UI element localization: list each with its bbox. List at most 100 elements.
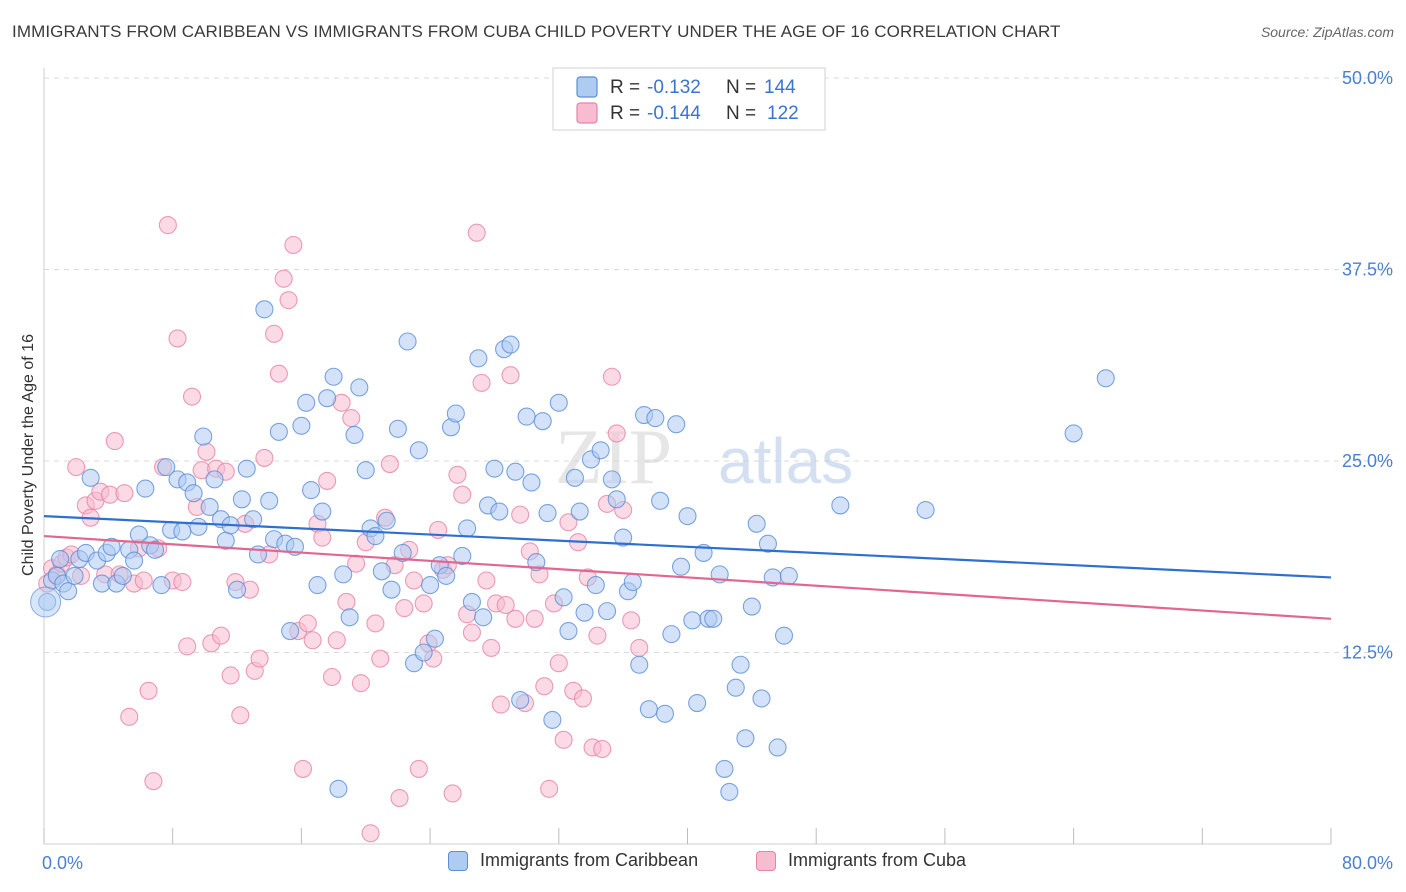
cuba-point — [327, 631, 346, 650]
cuba-point — [67, 458, 86, 477]
cuba-point — [462, 623, 481, 642]
cuba-point — [371, 649, 390, 668]
cuba-point — [390, 788, 409, 808]
caribbean-point — [292, 416, 311, 435]
cuba-point — [482, 638, 501, 657]
caribbean-point — [517, 407, 536, 426]
trend-line-caribbean — [43, 515, 1332, 579]
cuba-point — [380, 455, 399, 474]
cuba-point — [255, 448, 274, 467]
caribbean-point — [742, 597, 761, 616]
caribbean-point — [662, 625, 681, 644]
caribbean-point — [655, 704, 675, 723]
cuba-point — [511, 505, 530, 524]
cuba-point — [549, 654, 568, 673]
caribbean-point — [59, 582, 78, 601]
caribbean-point — [51, 549, 70, 569]
caribbean-point — [437, 566, 456, 585]
caribbean-point — [490, 502, 509, 521]
caribbean-point — [421, 576, 440, 595]
cuba-point — [134, 571, 153, 590]
legend-n-value: 144 — [764, 77, 796, 98]
caribbean-point — [506, 462, 525, 481]
cuba-point — [293, 759, 313, 778]
cuba-point — [168, 329, 187, 348]
cuba-point — [269, 364, 288, 383]
caribbean-point — [549, 393, 568, 412]
caribbean-point — [65, 566, 84, 585]
caribbean-point — [570, 502, 589, 521]
caribbean-point — [768, 738, 787, 757]
caribbean-point — [715, 759, 734, 778]
cuba-point — [453, 485, 472, 504]
caribbean-point — [559, 622, 578, 641]
cuba-point — [115, 484, 134, 503]
caribbean-point — [313, 502, 332, 521]
caribbean-point — [398, 332, 417, 351]
caribbean-point — [752, 689, 771, 708]
legend-r-label: R = — [610, 103, 640, 124]
caribbean-point — [232, 490, 251, 509]
legend-label-caribbean: Immigrants from Caribbean — [480, 850, 699, 870]
cuba-point — [178, 637, 197, 656]
cuba-point — [414, 594, 433, 613]
cuba-point — [322, 667, 342, 687]
caribbean-point — [297, 393, 316, 412]
caribbean-point — [152, 576, 171, 595]
caribbean-point — [453, 546, 472, 566]
trend-lines — [43, 515, 1332, 620]
legend-top: R = -0.132 N = 144 R = -0.144 N = 122 — [552, 67, 826, 131]
caribbean-point — [194, 427, 213, 446]
y-tick-label: 12.5% — [1342, 643, 1393, 663]
legend-n-label: N = — [726, 103, 756, 124]
caribbean-point — [543, 710, 562, 729]
caribbean-point — [736, 729, 755, 748]
series-caribbean-points — [30, 300, 1115, 801]
cuba-point — [593, 739, 612, 759]
caribbean-point — [318, 389, 337, 408]
cuba-point — [144, 772, 163, 791]
cuba-point — [265, 324, 284, 343]
cuba-point — [607, 424, 626, 443]
caribbean-point — [916, 500, 935, 520]
cuba-point — [525, 609, 544, 628]
chart-title: IMMIGRANTS FROM CARIBBEAN VS IMMIGRANTS … — [12, 22, 1061, 41]
cuba-point — [173, 572, 192, 592]
source-credit: Source: ZipAtlas.com — [1260, 24, 1394, 40]
cuba-point — [318, 471, 337, 490]
cuba-point — [535, 677, 554, 696]
caribbean-point — [113, 566, 132, 585]
caribbean-point — [646, 409, 665, 428]
caribbean-point — [324, 367, 343, 386]
cuba-point — [588, 626, 607, 645]
caribbean-point — [474, 608, 493, 627]
legend-swatch-cuba — [756, 850, 776, 871]
cuba-point — [448, 465, 467, 484]
caribbean-point — [81, 468, 100, 487]
caribbean-point — [533, 412, 552, 431]
caribbean-point — [414, 643, 433, 662]
caribbean-point — [758, 534, 777, 553]
cuba-point — [573, 689, 592, 708]
caribbean-point — [511, 690, 530, 710]
caribbean-point — [747, 514, 766, 533]
caribbean-point — [350, 378, 369, 397]
caribbean-point — [598, 602, 617, 621]
caribbean-point — [30, 586, 62, 618]
legend-bottom: Immigrants from Caribbean Immigrants fro… — [0, 850, 1406, 878]
caribbean-point — [189, 517, 208, 536]
y-tick-labels: 12.5% 25.0% 37.5% 50.0% — [1342, 68, 1393, 663]
cuba-point — [105, 432, 124, 451]
caribbean-point — [469, 349, 488, 368]
caribbean-point — [458, 519, 477, 538]
caribbean-point — [200, 497, 219, 517]
x-min-label: 0.0% — [42, 853, 83, 873]
cuba-point — [554, 730, 573, 749]
caribbean-point — [345, 425, 364, 445]
caribbean-point — [184, 484, 203, 503]
trend-line-cuba — [43, 534, 1332, 620]
cuba-point — [250, 649, 269, 668]
caribbean-point — [446, 404, 465, 423]
legend-swatch-cuba — [576, 102, 598, 124]
caribbean-point — [688, 694, 707, 713]
